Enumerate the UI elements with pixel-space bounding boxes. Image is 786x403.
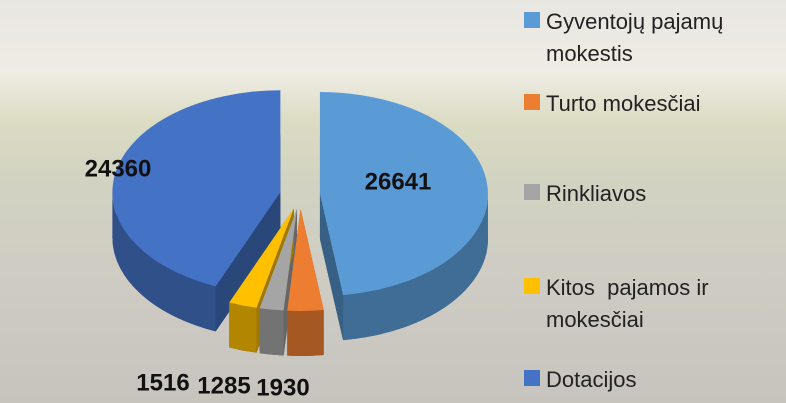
slice bbox=[287, 208, 324, 311]
legend-item: Gyventojų pajamų mokestis bbox=[524, 6, 786, 70]
legend-swatch bbox=[524, 12, 540, 28]
legend-item: Turto mokesčiai bbox=[524, 88, 786, 120]
legend-item: Dotacijos bbox=[524, 364, 786, 396]
slice-side bbox=[215, 192, 281, 332]
slice-wall bbox=[343, 194, 488, 341]
legend-swatch bbox=[524, 370, 540, 386]
legend-label: Dotacijos bbox=[546, 367, 637, 392]
slice-wall bbox=[229, 302, 257, 353]
legend-label: Rinkliavos bbox=[546, 181, 647, 206]
slice-side bbox=[319, 194, 344, 341]
slice-wall bbox=[112, 192, 216, 332]
slice-wall bbox=[259, 308, 284, 356]
legend-item: Kitos pajamos ir mokesčiai bbox=[524, 272, 786, 336]
slice bbox=[319, 92, 488, 296]
legend-label: Kitos pajamos ir mokesčiai bbox=[546, 275, 715, 332]
data-label: 1516 bbox=[136, 369, 189, 396]
data-label: 24360 bbox=[85, 155, 152, 182]
slice bbox=[229, 208, 294, 308]
slice bbox=[112, 90, 281, 287]
data-label: 26641 bbox=[365, 168, 432, 195]
legend-swatch bbox=[524, 94, 540, 110]
legend-label: Gyventojų pajamų mokestis bbox=[546, 9, 730, 66]
data-label: 1285 bbox=[197, 372, 250, 399]
slice bbox=[259, 208, 297, 311]
legend-item: Rinkliavos bbox=[524, 178, 786, 210]
data-label: 1930 bbox=[256, 374, 309, 401]
legend-swatch bbox=[524, 184, 540, 200]
legend-label: Turto mokesčiai bbox=[546, 91, 701, 116]
slice-wall bbox=[287, 310, 324, 356]
legend-swatch bbox=[524, 278, 540, 294]
